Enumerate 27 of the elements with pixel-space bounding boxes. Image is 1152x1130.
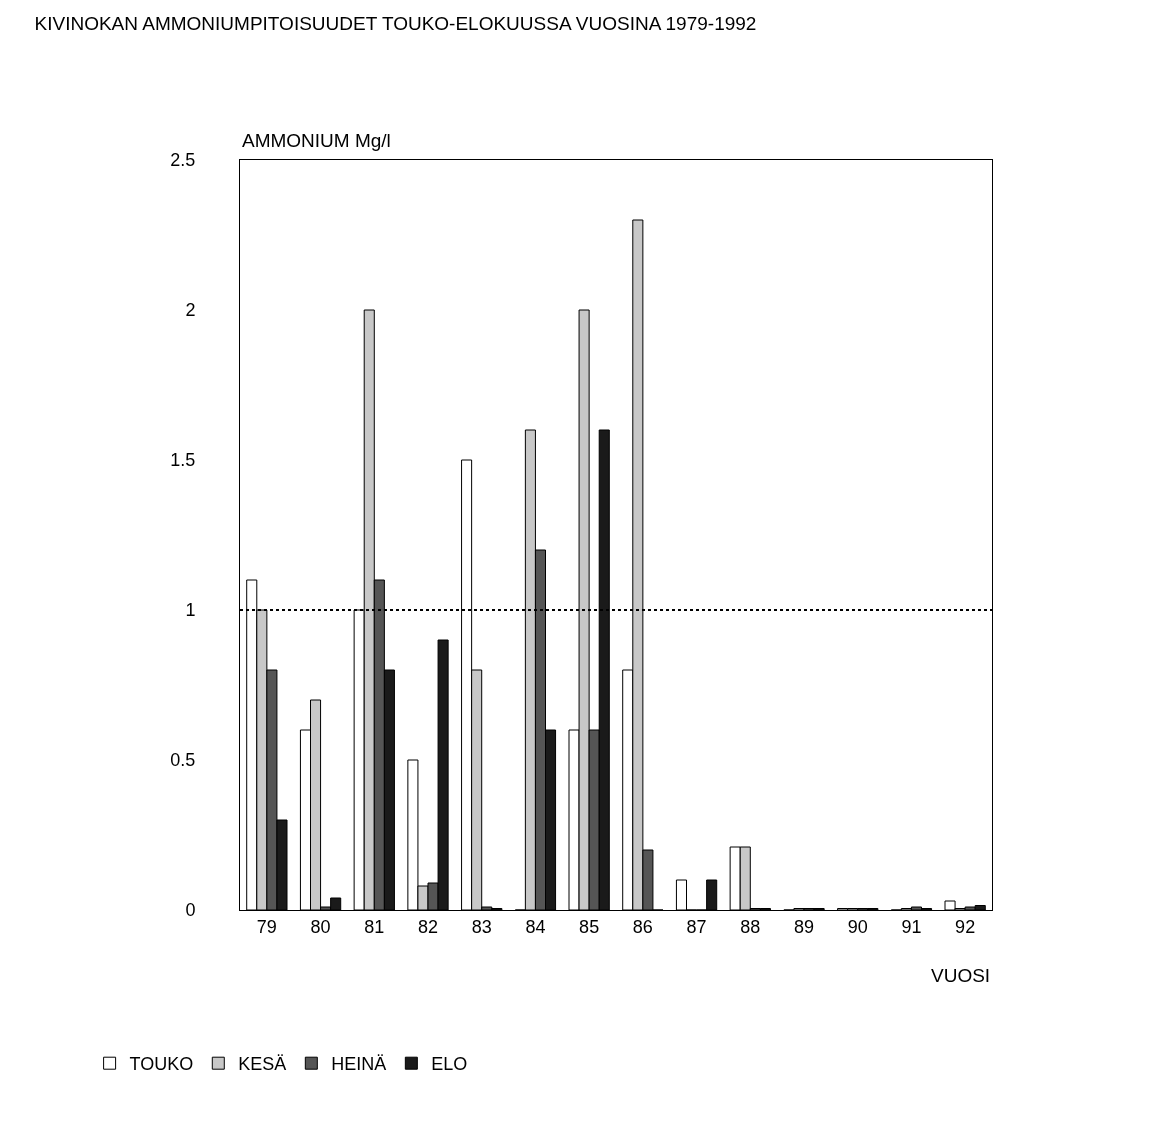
x-tick-label: 81 — [364, 916, 385, 937]
y-tick-label: 0.5 — [170, 750, 196, 771]
y-tick-label: 0 — [185, 900, 196, 921]
x-tick-label: 80 — [310, 916, 331, 937]
x-tick-label: 88 — [740, 916, 761, 937]
y-tick-label: 2 — [185, 300, 196, 321]
y-tick-label: 1.5 — [170, 450, 196, 471]
legend-label: TOUKO — [129, 1054, 194, 1075]
x-axis-title: VUOSI — [931, 965, 991, 986]
x-tick-label: 79 — [256, 916, 277, 937]
x-tick-label: 91 — [901, 916, 922, 937]
x-tick-label: 92 — [955, 916, 976, 937]
y-tick-label: 1 — [185, 600, 196, 621]
y-axis-title: AMMONIUM Mg/l — [242, 130, 391, 151]
x-tick-label: 82 — [417, 916, 439, 937]
chart-title: KIVINOKAN AMMONIUMPITOISUUDET TOUKO-ELOKUUSSA VUOSINA 1979-1992 — [34, 13, 757, 35]
y-tick-label: 2.5 — [170, 150, 196, 171]
x-tick-label: 90 — [847, 916, 868, 937]
x-tick-label: 86 — [632, 916, 653, 937]
x-tick-label: 85 — [579, 916, 600, 937]
legend-label: ELO — [431, 1054, 468, 1075]
x-tick-label: 84 — [525, 916, 546, 937]
x-tick-label: 83 — [471, 916, 492, 937]
legend-label: HEINÄ — [331, 1054, 387, 1075]
legend-label: KESÄ — [238, 1054, 287, 1075]
x-tick-label: 89 — [793, 916, 815, 937]
x-tick-label: 87 — [686, 916, 707, 937]
